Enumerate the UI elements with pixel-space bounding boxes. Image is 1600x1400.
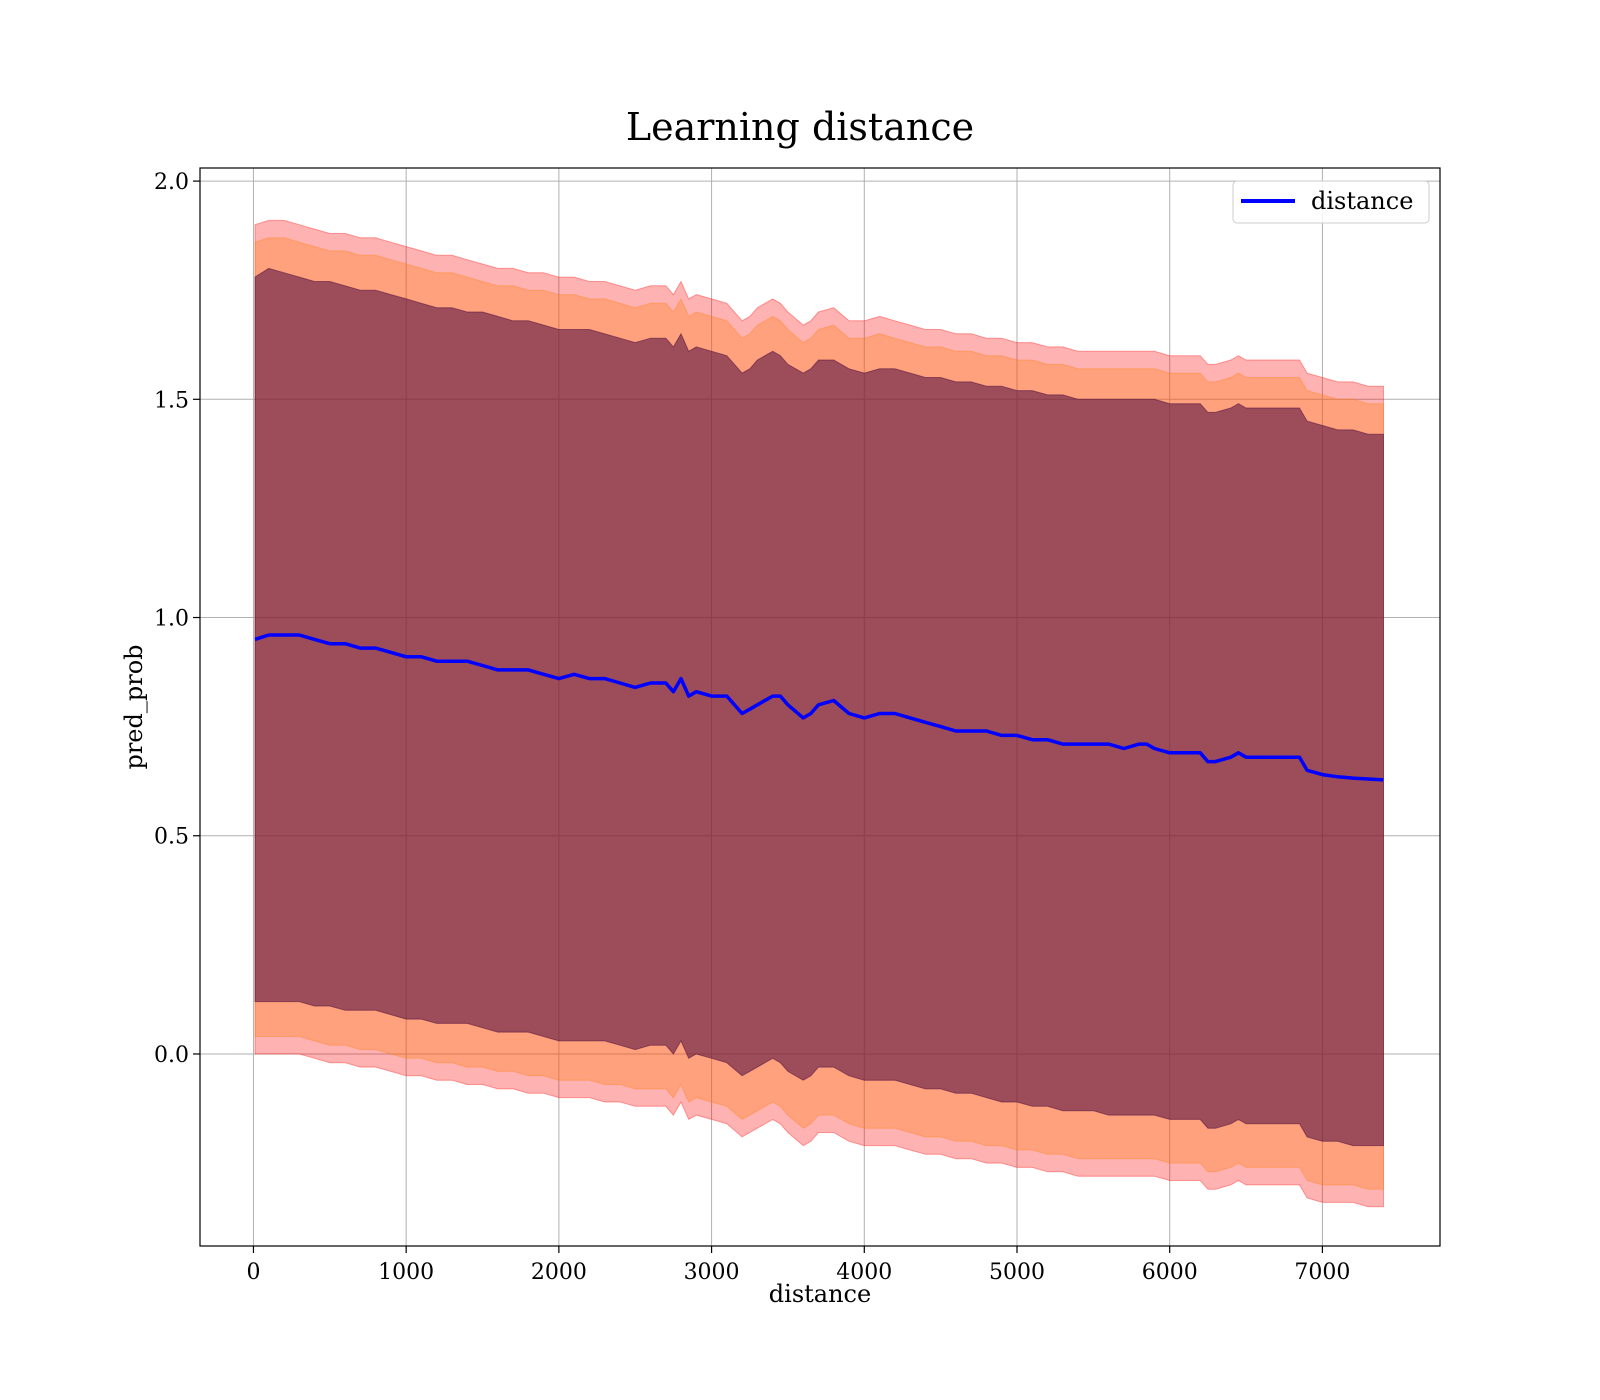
inner-confidence-band bbox=[254, 267, 1384, 1147]
x-tick-label: 4000 bbox=[836, 1260, 892, 1285]
x-tick-label: 2000 bbox=[531, 1260, 587, 1285]
x-tick-label: 1000 bbox=[378, 1260, 434, 1285]
legend-box bbox=[1232, 180, 1430, 224]
x-tick-label: 0 bbox=[246, 1260, 260, 1285]
y-tick-label: 0.0 bbox=[154, 1043, 189, 1068]
x-tick-label: 5000 bbox=[989, 1260, 1045, 1285]
series-lines bbox=[254, 633, 1384, 782]
legend-label-distance: distance bbox=[1311, 187, 1413, 215]
y-tick-label: 1.0 bbox=[154, 607, 189, 632]
x-axis-label: distance bbox=[769, 1280, 871, 1308]
chart-title: Learning distance bbox=[626, 105, 974, 149]
confidence-bands bbox=[254, 219, 1384, 1208]
x-tick-label: 3000 bbox=[684, 1260, 740, 1285]
distance-series-line bbox=[254, 633, 1384, 782]
y-axis-ticks: 0.0 0.5 1.0 1.5 2.0 bbox=[154, 170, 200, 1068]
y-tick-label: 0.5 bbox=[154, 825, 189, 850]
plot-frame bbox=[199, 167, 1441, 1247]
y-axis-label: pred_prob bbox=[120, 644, 148, 769]
x-axis-ticks: 0 1000 2000 3000 4000 5000 6000 7000 bbox=[246, 1246, 1350, 1285]
legend: distance bbox=[1232, 180, 1430, 224]
y-tick-label: 2.0 bbox=[154, 170, 189, 195]
x-tick-label: 7000 bbox=[1294, 1260, 1350, 1285]
x-tick-label: 6000 bbox=[1142, 1260, 1198, 1285]
y-tick-label: 1.5 bbox=[154, 388, 189, 413]
